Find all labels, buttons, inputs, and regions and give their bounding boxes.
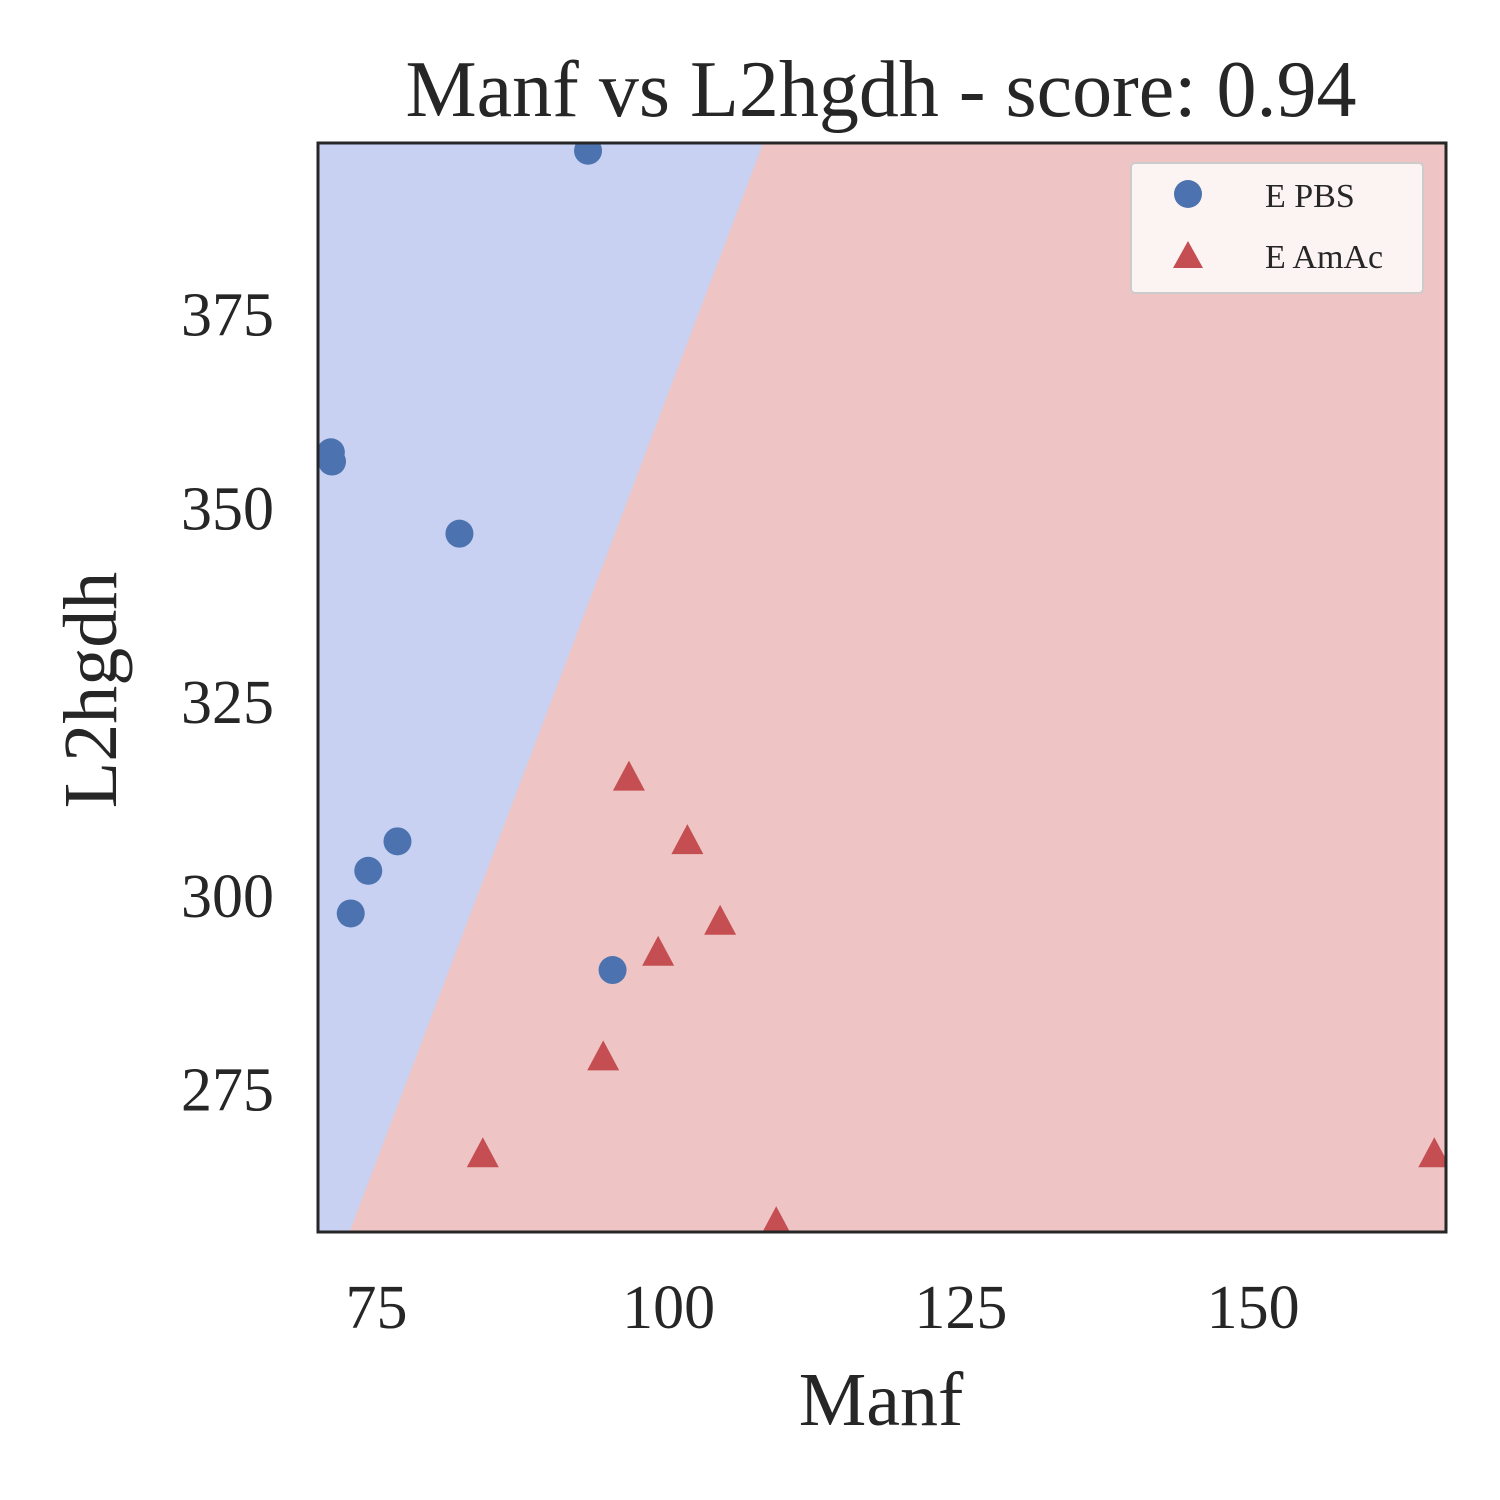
point-amac-5 — [466, 1137, 499, 1168]
legend: E PBS E AmAc — [1130, 162, 1424, 294]
point-amac-6 — [762, 1206, 790, 1232]
point-amac-2 — [704, 904, 737, 935]
y-axis-label: L2hgdh — [49, 572, 133, 808]
plot-frame — [316, 141, 1448, 1234]
legend-label-pbs: E PBS — [1265, 178, 1355, 215]
legend-marker-amac — [1173, 241, 1203, 268]
legend-label-amac: E AmAc — [1265, 239, 1383, 276]
point-amac-7 — [1418, 1137, 1446, 1168]
y-axis-ticks: 275 300 325 350 375 — [181, 282, 274, 1125]
point-pbs-4 — [383, 827, 412, 856]
x-axis-ticks: 75 100 125 150 — [345, 1274, 1299, 1342]
point-amac-1 — [671, 824, 704, 855]
point-pbs-7 — [598, 956, 627, 985]
point-pbs-3 — [445, 519, 474, 548]
y-tick-label: 275 — [181, 1057, 274, 1125]
legend-marker-pbs — [1174, 180, 1202, 208]
x-tick-label: 125 — [914, 1274, 1007, 1342]
point-pbs-0 — [574, 143, 603, 165]
data-points — [318, 143, 1446, 1232]
point-amac-3 — [642, 935, 675, 966]
y-tick-label: 300 — [181, 863, 274, 931]
point-amac-0 — [612, 760, 645, 791]
point-pbs-2 — [318, 447, 347, 476]
point-pbs-5 — [354, 856, 383, 885]
y-tick-label: 350 — [181, 475, 274, 543]
point-amac-4 — [587, 1040, 620, 1071]
x-tick-label: 100 — [622, 1274, 715, 1342]
plot-area — [316, 141, 1448, 1234]
point-pbs-6 — [336, 899, 365, 928]
x-tick-label: 75 — [345, 1274, 407, 1342]
decision-region-amac — [349, 143, 1447, 1232]
x-axis-label: Manf — [799, 1358, 964, 1442]
chart-title: Manf vs L2hgdh - score: 0.94 — [406, 46, 1357, 134]
legend-box — [1130, 162, 1424, 294]
x-tick-label: 150 — [1207, 1274, 1300, 1342]
y-tick-label: 325 — [181, 669, 274, 737]
y-tick-label: 375 — [181, 282, 274, 350]
